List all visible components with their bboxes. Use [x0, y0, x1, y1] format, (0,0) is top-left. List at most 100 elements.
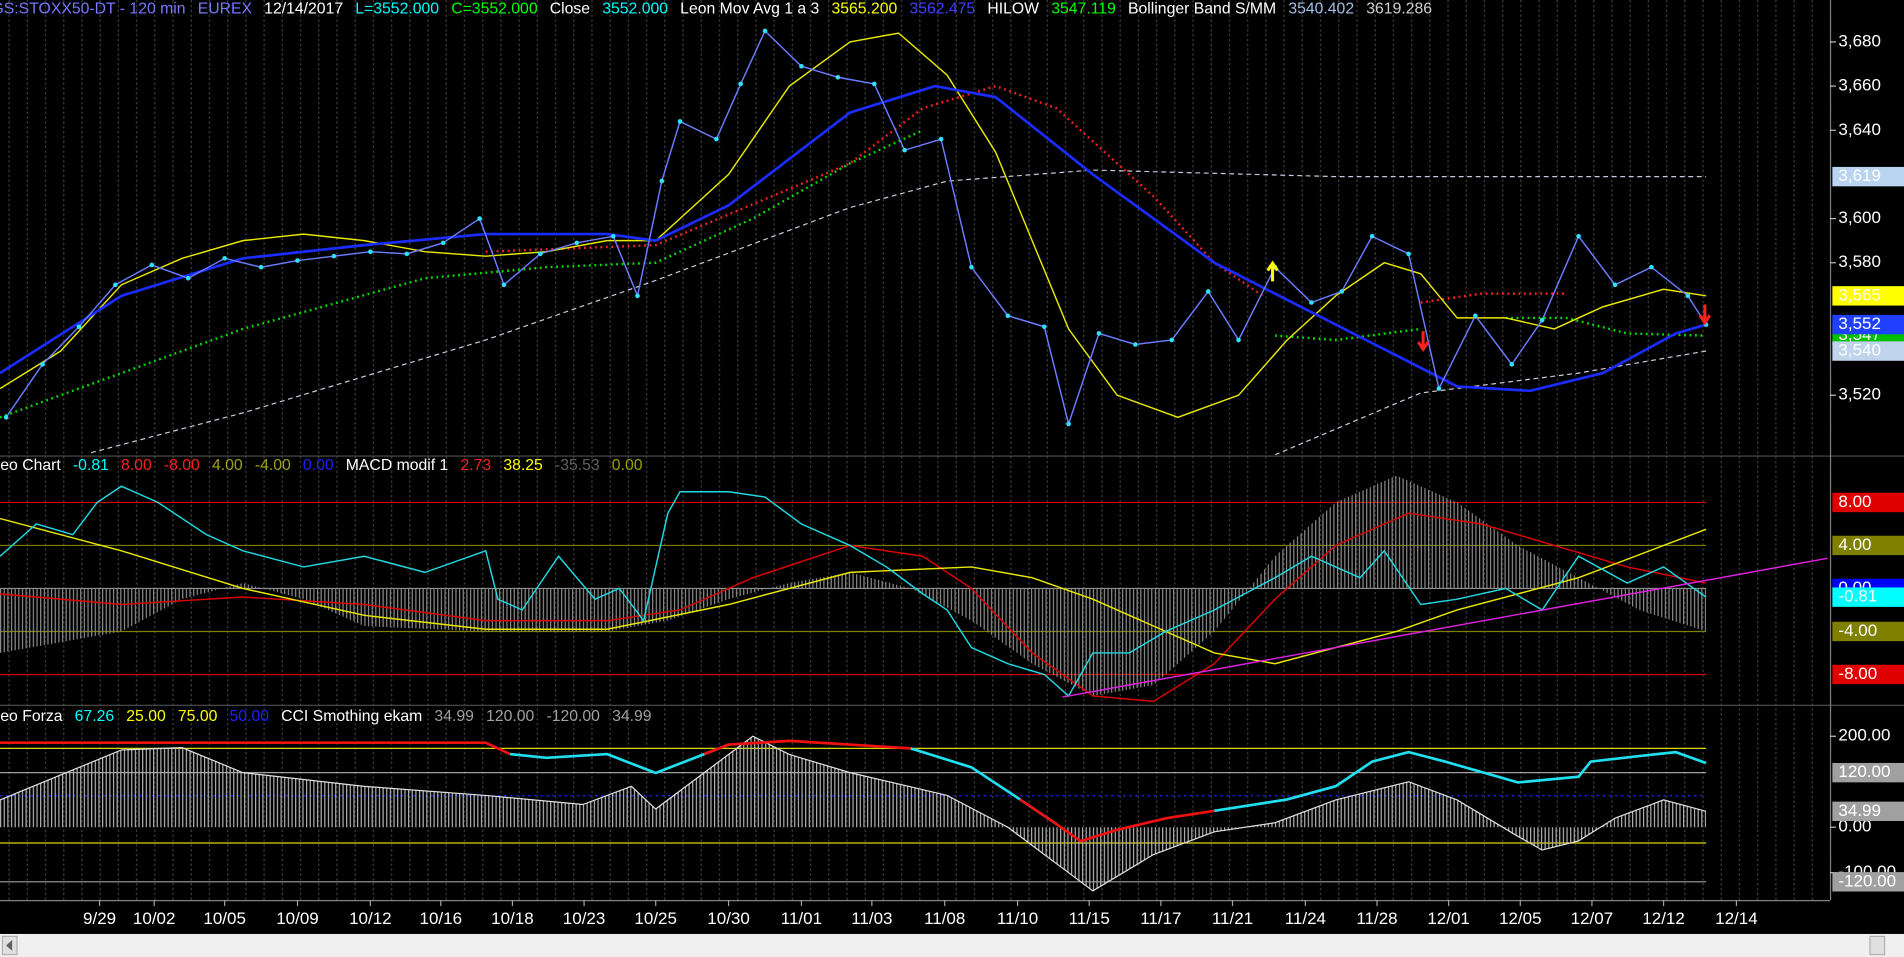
header-item: MACD modif 1	[346, 457, 449, 474]
forza-panel	[0, 735, 1707, 892]
x-tick-label: 9/29	[83, 909, 116, 928]
indicator-line	[1062, 557, 1828, 698]
x-tick-label: 11/01	[781, 909, 822, 928]
close-point	[1236, 337, 1241, 343]
close-point	[1539, 317, 1545, 323]
y-axis-label: -8.00	[1838, 664, 1877, 683]
close-point	[501, 282, 507, 288]
x-tick-label: 12/01	[1427, 909, 1470, 928]
x-tick-label: 10/18	[491, 909, 534, 928]
header-item: 8.00	[121, 457, 152, 474]
y-axis-label: 4.00	[1838, 535, 1871, 554]
close-point	[969, 264, 974, 270]
x-tick-label: 10/30	[707, 909, 750, 928]
close-point	[1133, 342, 1138, 347]
header-item: 3562.475	[909, 1, 975, 18]
close-point	[1473, 313, 1478, 319]
indicator-line	[0, 129, 1707, 419]
price-box	[1832, 621, 1904, 642]
close-point	[1369, 233, 1375, 239]
header-item: Leo Chart	[0, 457, 61, 474]
close-point	[1041, 324, 1047, 330]
x-tick-label: 11/24	[1285, 909, 1326, 928]
header-item: 3540.402	[1288, 1, 1354, 18]
close-point	[835, 74, 841, 80]
indicator-line	[0, 485, 1707, 698]
close-point	[738, 81, 744, 87]
close-point	[331, 253, 337, 259]
x-tick-label: 12/14	[1715, 909, 1758, 928]
close-point	[1205, 289, 1211, 294]
x-tick-label: 10/16	[420, 909, 463, 928]
close-point	[185, 275, 191, 281]
x-tick-label: 10/12	[349, 909, 392, 928]
header-item: 38.25	[503, 457, 543, 474]
y-axis-label: 120.00	[1838, 762, 1890, 781]
close-point	[1169, 337, 1175, 343]
header-item: 67.26	[75, 708, 115, 725]
y-axis-label: 3,565	[1838, 285, 1881, 304]
scroll-thumb[interactable]	[1869, 935, 1886, 956]
x-tick-label: 10/23	[563, 909, 606, 928]
header-item: CCI Smothing ekam	[281, 708, 422, 725]
header-item: -8.00	[164, 457, 200, 474]
indicator-line	[0, 84, 1707, 393]
price-box	[1832, 664, 1904, 685]
close-point	[1005, 313, 1011, 319]
x-tick-label: 10/09	[276, 909, 319, 928]
header-item: 25.00	[126, 708, 166, 725]
close-point	[258, 264, 264, 270]
price-box	[1832, 872, 1904, 892]
header-item: 0.00	[303, 457, 334, 474]
close-point	[1066, 421, 1071, 427]
price-box	[1832, 314, 1904, 335]
close-point	[677, 119, 683, 124]
y-axis-label: 3,520	[1838, 385, 1881, 404]
header-item: 2.73	[460, 457, 491, 474]
header-item: -120.00	[546, 708, 600, 725]
price-box	[1832, 535, 1904, 556]
price-box	[1832, 166, 1904, 187]
close-point	[871, 81, 877, 87]
scrollbar[interactable]	[0, 933, 1904, 957]
close-point	[1649, 264, 1654, 270]
close-point	[1509, 362, 1515, 367]
y-axis-label: 34.99	[1838, 801, 1881, 820]
indicator-line	[0, 517, 1707, 665]
header-item: 3619.286	[1366, 1, 1432, 18]
price-box	[1832, 762, 1904, 783]
close-point	[222, 256, 227, 261]
close-point	[40, 362, 45, 367]
price-box	[1832, 341, 1904, 361]
header-item: 75.00	[178, 708, 218, 725]
header-item: -35.53	[555, 457, 600, 474]
header-item: Leon Mov Avg 1 a 3	[680, 1, 819, 18]
header-row: GS:STOXX50-DT - 120 min EUREX 12/14/2017 L=…	[0, 1, 1432, 18]
close-point	[1685, 293, 1691, 299]
y-axis-label: -4.00	[1838, 621, 1877, 640]
y-axis-label: 3,580	[1838, 252, 1881, 271]
y-axis-label: 200.00	[1838, 726, 1890, 745]
close-point	[1436, 386, 1442, 391]
header-item: 3552.000	[602, 1, 668, 18]
header-item: 0.00	[612, 457, 643, 474]
header-item: 120.00	[486, 708, 534, 725]
scroll-left-icon	[6, 940, 13, 951]
y-axis-label: -0.81	[1838, 587, 1877, 606]
close-point	[1576, 233, 1581, 239]
header-item: 3547.119	[1051, 1, 1116, 18]
x-tick-label: 10/05	[203, 909, 246, 928]
y-axis-label: 3,660	[1838, 76, 1881, 95]
close-point	[1096, 331, 1102, 336]
close-point	[1309, 300, 1314, 305]
x-tick-label: 10/02	[133, 909, 176, 928]
close-point	[714, 136, 719, 142]
buy-arrow	[1266, 260, 1279, 282]
price-box	[1832, 801, 1904, 822]
header-item: -0.81	[73, 457, 109, 474]
x-tick-label: 11/21	[1212, 909, 1253, 928]
close-point	[477, 216, 482, 221]
y-axis-label: 3,540	[1838, 341, 1881, 360]
x-tick-label: 12/05	[1499, 909, 1542, 928]
